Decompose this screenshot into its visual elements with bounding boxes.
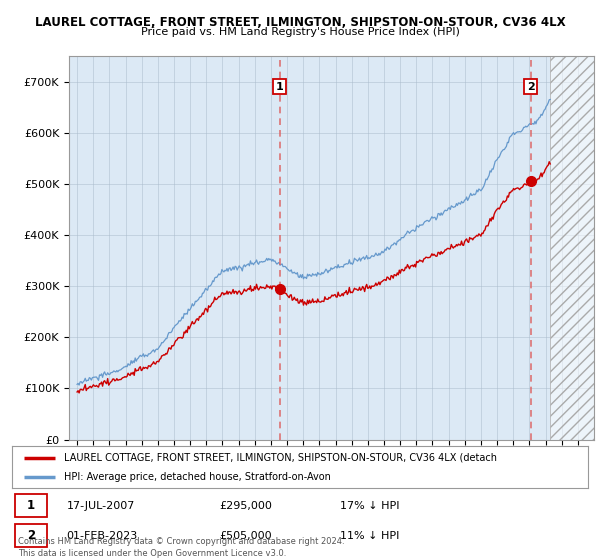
Text: LAUREL COTTAGE, FRONT STREET, ILMINGTON, SHIPSTON-ON-STOUR, CV36 4LX: LAUREL COTTAGE, FRONT STREET, ILMINGTON,… [35,16,565,29]
Text: Contains HM Land Registry data © Crown copyright and database right 2024.
This d: Contains HM Land Registry data © Crown c… [18,537,344,558]
Text: £295,000: £295,000 [220,501,272,511]
Text: 17-JUL-2007: 17-JUL-2007 [67,501,135,511]
Text: £505,000: £505,000 [220,531,272,541]
FancyBboxPatch shape [15,524,47,547]
Text: 17% ↓ HPI: 17% ↓ HPI [340,501,400,511]
Text: LAUREL COTTAGE, FRONT STREET, ILMINGTON, SHIPSTON-ON-STOUR, CV36 4LX (detach: LAUREL COTTAGE, FRONT STREET, ILMINGTON,… [64,452,497,463]
Text: 01-FEB-2023: 01-FEB-2023 [67,531,138,541]
Text: 1: 1 [276,82,284,92]
Text: Price paid vs. HM Land Registry's House Price Index (HPI): Price paid vs. HM Land Registry's House … [140,27,460,38]
FancyBboxPatch shape [15,494,47,517]
Text: 1: 1 [26,499,35,512]
Text: 11% ↓ HPI: 11% ↓ HPI [340,531,400,541]
Text: 2: 2 [26,529,35,543]
Bar [550,56,594,440]
Bar [550,56,594,440]
Text: HPI: Average price, detached house, Stratford-on-Avon: HPI: Average price, detached house, Stra… [64,472,331,482]
Text: 2: 2 [527,82,535,92]
